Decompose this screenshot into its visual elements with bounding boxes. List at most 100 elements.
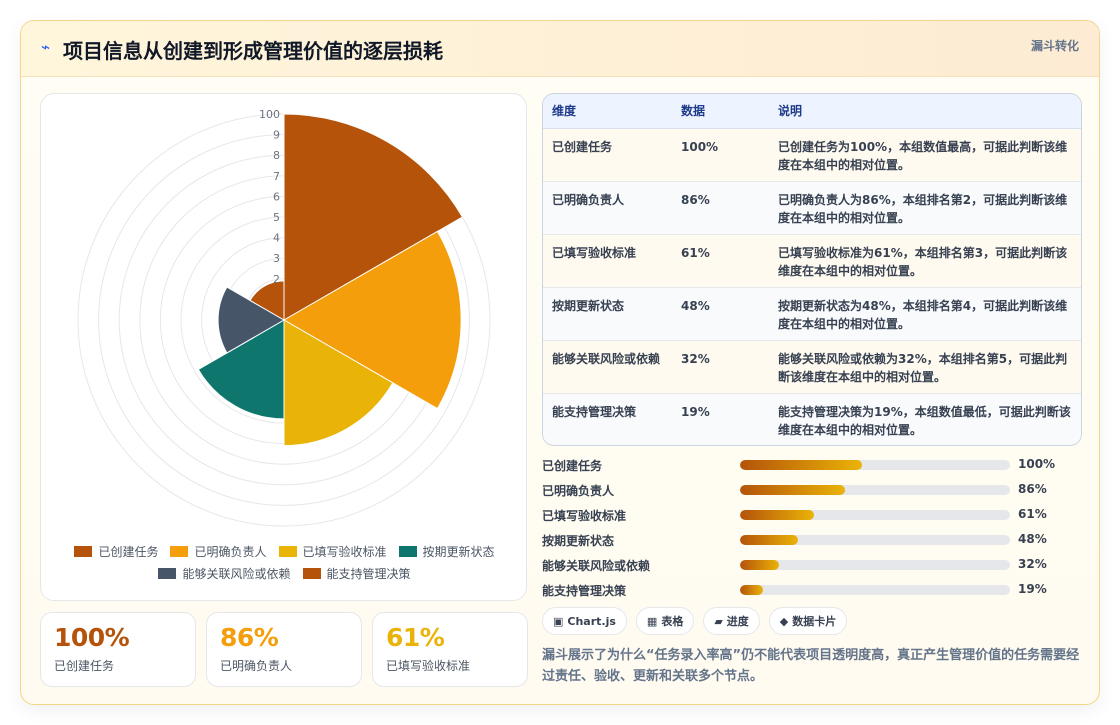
progress-value: 100% xyxy=(1018,457,1056,471)
progress-row: 能支持管理决策 19% xyxy=(542,580,1082,605)
table-cell-value: 61% xyxy=(672,234,769,288)
chip-progress[interactable]: ▰ 进度 xyxy=(703,607,760,635)
chip-data-card[interactable]: ◆ 数据卡片 xyxy=(768,607,848,635)
legend-swatch xyxy=(170,545,189,557)
progress-label: 已创建任务 xyxy=(542,459,603,473)
table-cell-description: 已填写验收标准为61%，本组排名第3，可据此判断该维度在本组中的相对位置。 xyxy=(769,234,1081,288)
tick-label: 2 xyxy=(273,273,280,286)
progress-value: 19% xyxy=(1018,582,1047,596)
table-row: 能够关联风险或依赖 32% 能够关联风险或依赖为32%，本组排名第5，可据此判断… xyxy=(543,340,1081,394)
chip-table[interactable]: ▦ 表格 xyxy=(635,607,695,635)
chip-label: 进度 xyxy=(726,615,749,628)
dashboard-card: ⌁ 项目信息从创建到形成管理价值的逐层损耗 漏斗转化 100 9 8 7 6 5 4 3 2 已… xyxy=(20,20,1100,705)
tick-label: 100 xyxy=(259,108,280,121)
page-title: 项目信息从创建到形成管理价值的逐层损耗 xyxy=(63,39,443,63)
progress-fill xyxy=(740,485,846,495)
polar-sector[interactable] xyxy=(283,230,462,410)
table-header-data: 数据 xyxy=(672,94,769,129)
polar-sector[interactable] xyxy=(283,319,394,447)
polar-area-chart: 100 9 8 7 6 5 4 3 2 xyxy=(77,108,491,527)
table-cell-value: 48% xyxy=(672,287,769,341)
progress-fill xyxy=(740,560,780,570)
progress-track xyxy=(740,485,1010,495)
polar-sector[interactable] xyxy=(217,286,285,354)
polar-sector[interactable] xyxy=(249,280,285,321)
tick-label: 6 xyxy=(273,190,280,203)
progress-fill xyxy=(740,535,799,545)
legend-row: 已创建任务 已明确负责人 已填写验收标准 按期更新状态 xyxy=(41,540,528,562)
table-cell-value: 32% xyxy=(672,340,769,394)
progress-track xyxy=(740,560,1010,570)
table-cell-dimension: 能够关联风险或依赖 xyxy=(543,340,672,394)
tick-label: 7 xyxy=(273,170,280,183)
chart-legend: 已创建任务 已明确负责人 已填写验收标准 按期更新状态 能够关联风险或依赖 能支持管理决… xyxy=(41,540,528,584)
legend-swatch xyxy=(278,545,297,557)
kpi-value: 86% xyxy=(220,623,279,652)
tick-label: 3 xyxy=(273,252,280,265)
table-cell-dimension: 能支持管理决策 xyxy=(543,393,672,445)
progress-label: 能支持管理决策 xyxy=(542,584,627,598)
table-cell-value: 19% xyxy=(672,393,769,445)
legend-label: 按期更新状态 xyxy=(422,544,495,559)
progress-label: 已填写验收标准 xyxy=(542,509,627,523)
chart-type-tag: 漏斗转化 xyxy=(1030,39,1079,53)
chart-icon: ▣ xyxy=(553,614,564,628)
table-row: 已创建任务 100% 已创建任务为100%，本组数值最高，可据此判断该维度在本组… xyxy=(543,128,1081,182)
legend-item[interactable]: 能够关联风险或依赖 xyxy=(158,565,291,582)
diamond-icon: ◆ xyxy=(779,614,789,628)
data-table: 维度 数据 说明 已创建任务 100% 已创建任务为100%，本组数值最高，可据… xyxy=(542,93,1082,446)
polar-chart-panel: 100 9 8 7 6 5 4 3 2 已创建任务 已明确负责人 已填写验收标准 按期更新状态 能够关… xyxy=(40,93,527,601)
table-row: 已明确负责人 86% 已明确负责人为86%，本组排名第2，可据此判断该维度在本组… xyxy=(543,181,1081,235)
legend-item[interactable]: 能支持管理决策 xyxy=(302,565,411,582)
table-cell-description: 按期更新状态为48%，本组排名第4，可据此判断该维度在本组中的相对位置。 xyxy=(769,287,1081,341)
kpi-label: 已明确负责人 xyxy=(220,659,293,673)
progress-label: 能够关联风险或依赖 xyxy=(542,559,651,573)
kpi-card: 100% 已创建任务 xyxy=(40,612,196,687)
legend-item[interactable]: 已填写验收标准 xyxy=(278,543,387,560)
progress-label: 按期更新状态 xyxy=(542,534,615,548)
progress-track xyxy=(740,460,1010,470)
legend-label: 能够关联风险或依赖 xyxy=(182,566,291,581)
kpi-value: 100% xyxy=(54,623,130,652)
legend-item[interactable]: 按期更新状态 xyxy=(398,543,495,560)
summary-note: 漏斗展示了为什么“任务录入率高”仍不能代表项目透明度高，真正产生管理价值的任务需… xyxy=(542,648,1080,684)
progress-list: 已创建任务 100% 已明确负责人 86% 已填写验收标准 61% 按期更新状态… xyxy=(542,455,1082,605)
tick-label: 8 xyxy=(273,149,280,162)
legend-label: 已填写验收标准 xyxy=(302,544,387,559)
kpi-label: 已创建任务 xyxy=(54,659,115,673)
chip-label: 表格 xyxy=(661,615,684,628)
progress-row: 已明确负责人 86% xyxy=(542,480,1082,505)
progress-row: 已填写验收标准 61% xyxy=(542,505,1082,530)
table-cell-dimension: 按期更新状态 xyxy=(543,287,672,341)
progress-value: 86% xyxy=(1018,482,1047,496)
progress-track xyxy=(740,510,1010,520)
kpi-value: 61% xyxy=(386,623,445,652)
legend-item[interactable]: 已创建任务 xyxy=(74,543,158,560)
progress-row: 能够关联风险或依赖 32% xyxy=(542,555,1082,580)
table-cell-description: 已创建任务为100%，本组数值最高，可据此判断该维度在本组中的相对位置。 xyxy=(769,128,1081,182)
kpi-label: 已填写验收标准 xyxy=(386,659,471,673)
table-cell-description: 能够关联风险或依赖为32%，本组排名第5，可据此判断该维度在本组中的相对位置。 xyxy=(769,340,1081,394)
polar-sector[interactable] xyxy=(197,319,285,420)
polar-sector[interactable] xyxy=(283,113,464,321)
progress-fill xyxy=(740,510,815,520)
chip-chartjs[interactable]: ▣ Chart.js xyxy=(542,607,627,635)
progress-label: 已明确负责人 xyxy=(542,484,615,498)
kpi-card: 61% 已填写验收标准 xyxy=(372,612,528,687)
chip-label: Chart.js xyxy=(567,614,616,628)
progress-track xyxy=(740,585,1010,595)
progress-value: 48% xyxy=(1018,532,1047,546)
progress-value: 61% xyxy=(1018,507,1047,521)
progress-fill xyxy=(740,585,763,595)
table-row: 按期更新状态 48% 按期更新状态为48%，本组排名第4，可据此判断该维度在本组… xyxy=(543,287,1081,341)
table-header-description: 说明 xyxy=(769,94,1081,129)
legend-item[interactable]: 已明确负责人 xyxy=(170,543,267,560)
header: ⌁ 项目信息从创建到形成管理价值的逐层损耗 漏斗转化 xyxy=(21,21,1099,77)
tick-label: 9 xyxy=(273,129,280,142)
legend-label: 已明确负责人 xyxy=(194,544,267,559)
progress-value: 32% xyxy=(1018,557,1047,571)
table-row: 能支持管理决策 19% 能支持管理决策为19%，本组数值最低，可据此判断该维度在… xyxy=(543,393,1081,445)
progress-row: 已创建任务 100% xyxy=(542,455,1082,480)
progress-row: 按期更新状态 48% xyxy=(542,530,1082,555)
table-cell-value: 100% xyxy=(672,128,769,182)
